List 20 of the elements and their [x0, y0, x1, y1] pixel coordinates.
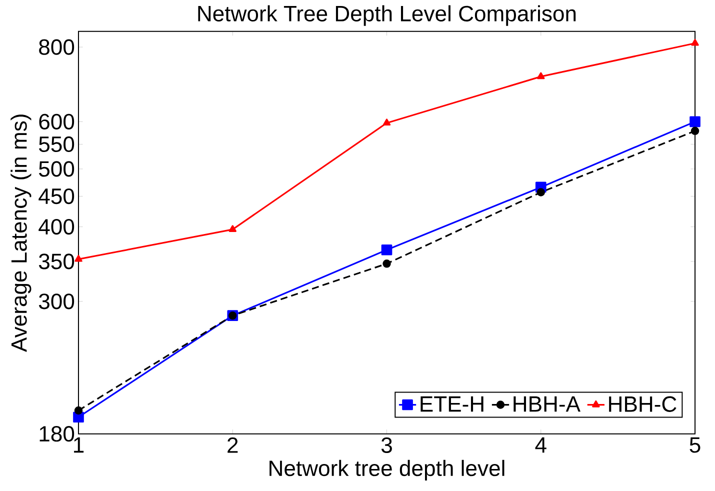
y-axis-title: Average Latency (in ms)	[10, 114, 32, 352]
x-tick-label: 2	[228, 437, 238, 453]
x-tick-label: 4	[535, 437, 546, 453]
x-tick-label: 1	[74, 437, 84, 453]
y-tick-label: 400	[38, 219, 74, 235]
legend-label: HBH-A	[514, 396, 580, 412]
y-tick-label: 180	[40, 426, 74, 442]
y-tick-label: 350	[38, 254, 74, 270]
y-tick-label: 300	[38, 294, 74, 310]
legend-label: ETE-H	[420, 396, 484, 412]
y-tick-label: 450	[38, 188, 74, 204]
x-axis-title: Network tree depth level	[270, 460, 504, 480]
x-tick-label: 5	[690, 437, 700, 453]
y-tick-label: 550	[39, 136, 74, 152]
y-tick-label: 500	[39, 161, 74, 177]
x-tick-label: 3	[381, 437, 392, 454]
legend-label: HBH-C	[609, 396, 676, 412]
chart-title: Network Tree Depth Level Comparison	[198, 5, 576, 26]
y-tick-label: 800	[39, 39, 74, 55]
y-tick-label: 600	[39, 114, 74, 130]
